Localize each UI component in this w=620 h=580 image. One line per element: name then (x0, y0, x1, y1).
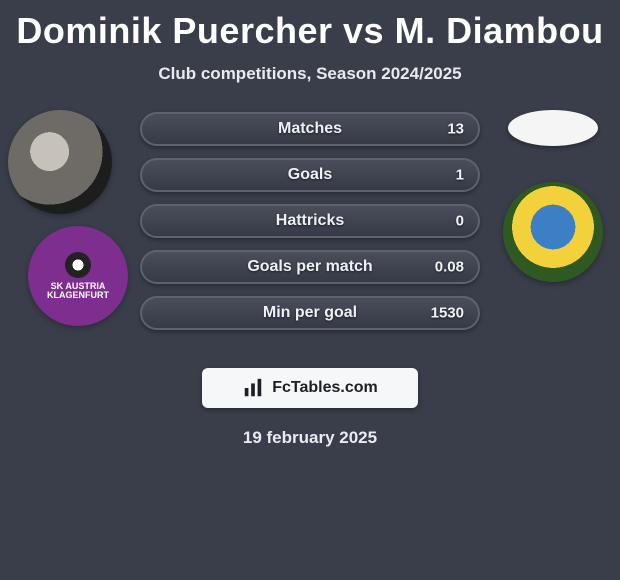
stat-right-value: 1 (456, 167, 464, 184)
stat-label: Goals per match (247, 258, 372, 276)
stat-label: Min per goal (263, 304, 357, 322)
stat-right-value: 0 (456, 213, 464, 230)
bar-chart-icon (242, 377, 264, 399)
title-vs: vs (343, 10, 384, 51)
stat-row: Min per goal 1530 (140, 296, 480, 330)
stat-right-value: 13 (447, 121, 464, 138)
title-player2: M. Diambou (395, 10, 604, 51)
stat-label: Goals (288, 166, 332, 184)
stats-list: Matches 13 Goals 1 Hattricks 0 Goals per… (140, 112, 480, 342)
stat-label: Matches (278, 120, 342, 138)
stat-label: Hattricks (276, 212, 344, 230)
photo-placeholder-icon (8, 110, 112, 214)
player2-club-crest (503, 182, 603, 282)
player1-photo (8, 110, 112, 214)
club-logo-text: SK AUSTRIA KLAGENFURT (28, 282, 128, 301)
club-logo-icon: SK AUSTRIA KLAGENFURT (28, 226, 128, 326)
subtitle: Club competitions, Season 2024/2025 (0, 64, 620, 84)
source-label: FcTables.com (272, 379, 378, 397)
right-column (498, 110, 608, 282)
stat-right-value: 0.08 (435, 259, 464, 276)
date-label: 19 february 2025 (0, 428, 620, 448)
player1-club-logo: SK AUSTRIA KLAGENFURT (28, 226, 128, 326)
left-column: SK AUSTRIA KLAGENFURT (8, 110, 118, 326)
page-title: Dominik Puercher vs M. Diambou (0, 0, 620, 52)
stat-row: Goals 1 (140, 158, 480, 192)
stat-row: Matches 13 (140, 112, 480, 146)
comparison-panel: SK AUSTRIA KLAGENFURT Matches 13 Goals 1… (0, 112, 620, 352)
football-icon (65, 252, 91, 278)
stat-right-value: 1530 (431, 305, 464, 322)
title-player1: Dominik Puercher (16, 10, 332, 51)
player2-badge (508, 110, 598, 146)
source-badge[interactable]: FcTables.com (202, 368, 418, 408)
stat-row: Goals per match 0.08 (140, 250, 480, 284)
stat-row: Hattricks 0 (140, 204, 480, 238)
